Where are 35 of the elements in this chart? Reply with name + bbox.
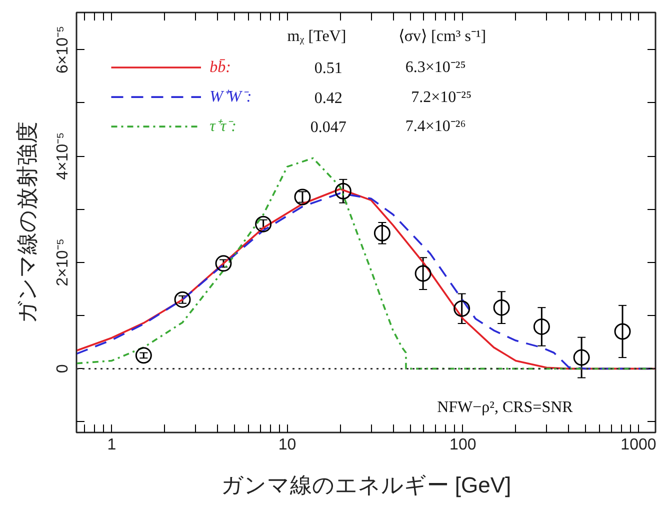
- x-tick-label: 1000: [620, 436, 656, 454]
- y-tick-label: 4×10⁻⁵: [54, 132, 72, 180]
- annotation: 6.3×10⁻²⁵: [405, 59, 466, 76]
- annotation: 7.4×10⁻²⁶: [405, 118, 466, 135]
- point: [174, 291, 191, 308]
- point: [614, 323, 631, 340]
- text: W⁺W⁻:: [210, 88, 252, 106]
- annotation: ⟨σv⟩ [cm³ s⁻¹]: [398, 28, 486, 45]
- x-tick-label: 10: [278, 436, 296, 454]
- point: [294, 188, 311, 206]
- point: [414, 265, 432, 282]
- point: [493, 299, 510, 316]
- annotation: 0.51: [314, 60, 342, 78]
- point: [215, 255, 232, 272]
- annotation: 0.42: [314, 90, 342, 107]
- y-tick-label: 2×10⁻⁵: [54, 238, 72, 286]
- point: [454, 300, 470, 317]
- point: [334, 182, 352, 200]
- point: [135, 347, 152, 364]
- annotation: 7.2×10⁻²⁵: [411, 88, 472, 106]
- y-tick-label: 6×10⁻⁵: [54, 26, 72, 74]
- y-axis-title: ガンマ線の放射強度: [14, 122, 40, 324]
- annotation: 0.047: [310, 118, 346, 136]
- x-axis-title: ガンマ線のエネルギー [GeV]: [220, 472, 512, 498]
- point: [255, 216, 272, 232]
- annotation: mᵪ [TeV]: [287, 28, 346, 45]
- x-tick-label: 100: [450, 436, 476, 454]
- point: [533, 318, 550, 335]
- y-tick-label: 0: [54, 364, 72, 374]
- text: bb̄:: [210, 59, 231, 76]
- x-tick-label: 1: [107, 436, 116, 454]
- text: τ⁺τ⁻:: [210, 118, 236, 136]
- point: [374, 224, 390, 242]
- point: [573, 349, 590, 366]
- annotation: NFW−ρ², CRS=SNR: [437, 398, 574, 416]
